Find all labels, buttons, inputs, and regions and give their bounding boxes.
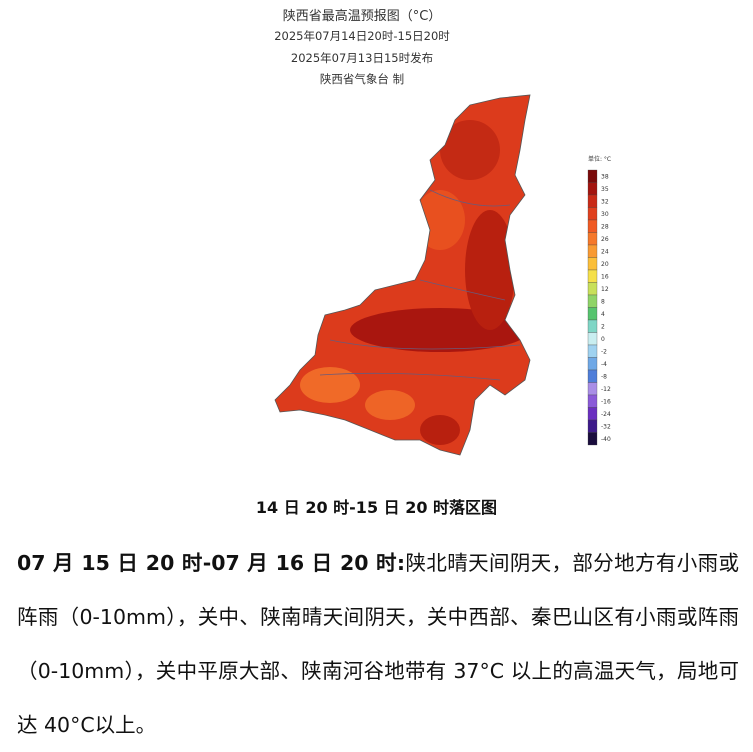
legend-label: -16 (601, 398, 611, 405)
legend-swatch (587, 369, 598, 383)
map-title: 陕西省最高温预报图（°C） (283, 8, 442, 24)
legend-label: 32 (601, 198, 609, 205)
legend-swatch (587, 419, 598, 433)
legend-label: 20 (601, 261, 609, 268)
legend-swatch (587, 269, 598, 283)
legend-swatch (587, 344, 598, 358)
legend-label: 26 (601, 236, 609, 243)
legend-label: 30 (601, 211, 609, 218)
map-issued: 2025年07月13日15时发布 (291, 51, 433, 65)
province-map (275, 95, 530, 455)
legend-label: 24 (601, 248, 609, 255)
legend-swatch (587, 257, 598, 271)
legend-swatch (587, 219, 598, 233)
legend-swatch (587, 432, 598, 446)
legend-swatch (587, 394, 598, 408)
legend-label: -8 (601, 373, 607, 380)
caption: 14 日 20 时-15 日 20 时落区图 (255, 498, 498, 517)
legend-label: -4 (601, 361, 607, 368)
paragraph: 07 月 15 日 20 时-07 月 16 日 20 时:陕北晴天间阴天，部分… (17, 536, 739, 752)
legend-swatch (587, 244, 598, 258)
legend-label: -2 (601, 348, 607, 355)
legend-label: 4 (601, 311, 605, 318)
legend-label: 2 (601, 323, 605, 330)
legend-label: -12 (601, 386, 611, 393)
legend-swatch (587, 382, 598, 396)
map-figure: 陕西省最高温预报图（°C） 2025年07月14日20时-15日20时 2025… (274, 8, 611, 456)
legend-swatch (587, 282, 598, 296)
legend-label: 28 (601, 223, 609, 230)
legend-swatch (587, 294, 598, 308)
legend-label: -32 (601, 423, 611, 430)
map-producer: 陕西省气象台 制 (320, 72, 404, 86)
legend-label: -40 (601, 436, 611, 443)
legend-swatch (587, 182, 598, 196)
paragraph-body: 陕北晴天间阴天，部分地方有小雨或阵雨（0-10mm），关中、陕南晴天间阴天，关中… (17, 551, 739, 737)
legend-label: 0 (601, 336, 605, 343)
map-period: 2025年07月14日20时-15日20时 (274, 29, 450, 43)
legend-swatch (587, 319, 598, 333)
legend: 单位: °C 383532302826242016128420-2-4-8-12… (587, 155, 611, 446)
legend-swatch (587, 407, 598, 421)
legend-label: 12 (601, 286, 609, 293)
legend-swatch (587, 307, 598, 321)
legend-label: 38 (601, 173, 609, 180)
legend-title: 单位: °C (588, 155, 611, 163)
legend-swatch (587, 169, 598, 183)
legend-swatch (587, 232, 598, 246)
legend-label: -24 (601, 411, 611, 418)
legend-swatch (587, 194, 598, 208)
legend-swatch (587, 207, 598, 221)
legend-swatch (587, 332, 598, 346)
legend-swatch (587, 357, 598, 371)
legend-label: 16 (601, 273, 609, 280)
legend-label: 8 (601, 298, 605, 305)
paragraph-lead: 07 月 15 日 20 时-07 月 16 日 20 时: (17, 551, 406, 575)
legend-label: 35 (601, 186, 609, 193)
